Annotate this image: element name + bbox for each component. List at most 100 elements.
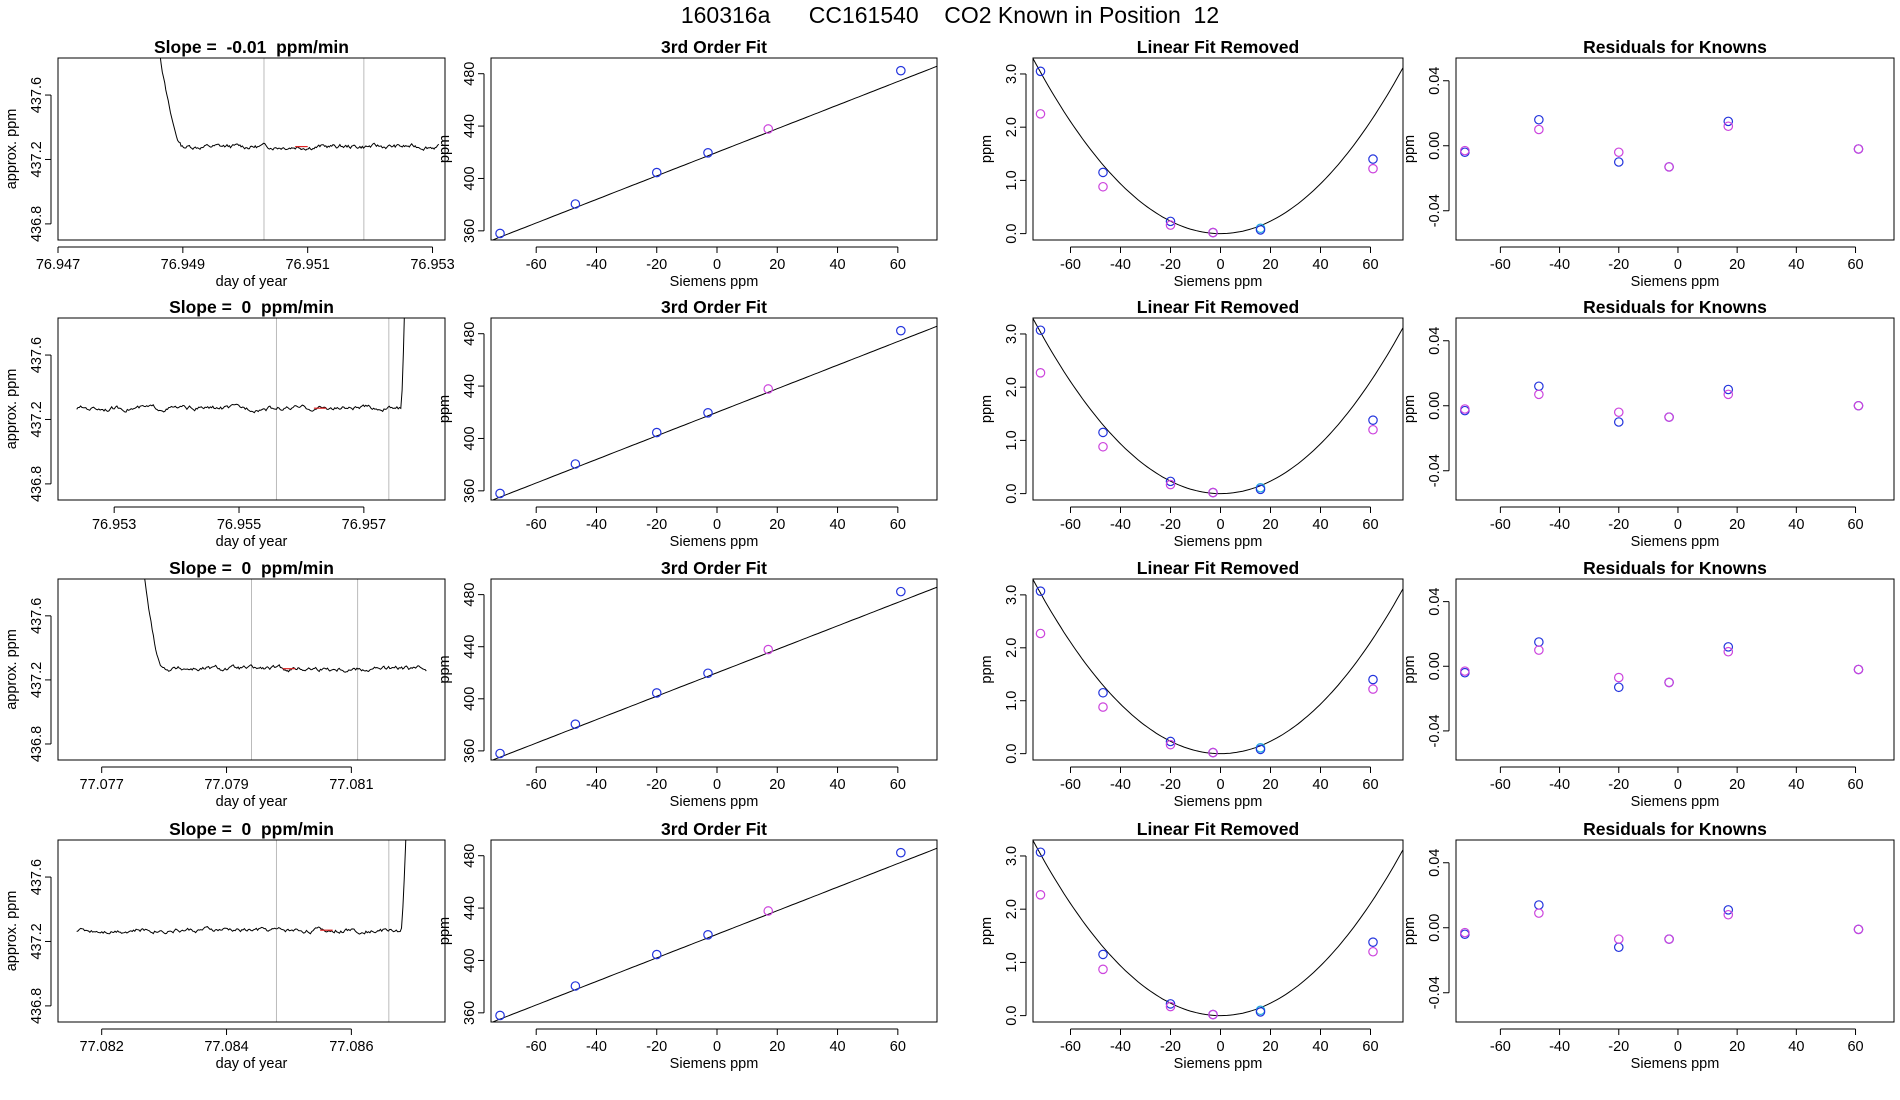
plot-frame — [1455, 578, 1895, 761]
data-point — [763, 124, 774, 134]
data-point — [1368, 154, 1378, 164]
x-tick-label: 0 — [1216, 517, 1224, 533]
panel-r1-c3: -60 -40 -20 0 20 40 60 Siemens ppm 0.0 1.0 2.0 3.0 p… — [979, 37, 1404, 290]
x-tick-label: 20 — [1262, 1039, 1278, 1055]
plot-frame — [1032, 317, 1404, 501]
panel-r4-c1: 77.082 77.084 77.086 day of year 436.8 437.2 4… — [4, 819, 446, 1072]
chart-title: Linear Fit Removed — [1137, 558, 1299, 578]
x-tick-label: -60 — [1490, 517, 1511, 533]
plot-frame — [57, 317, 446, 501]
y-tick-label: 437.2 — [29, 141, 45, 177]
chart-title: Slope = 0 ppm/min — [169, 297, 334, 317]
data-trace — [159, 58, 440, 152]
x-axis-label: Siemens ppm — [1631, 1056, 1720, 1072]
x-tick-label: -20 — [1608, 1039, 1629, 1055]
x-tick-label: 40 — [829, 1039, 845, 1055]
x-tick-label: -60 — [526, 777, 547, 793]
data-point — [1098, 687, 1108, 698]
y-tick-label: -0.04 — [1427, 714, 1443, 747]
x-axis-label: Siemens ppm — [670, 274, 759, 290]
x-tick-label: 40 — [1312, 517, 1328, 533]
x-tick-label: 60 — [890, 777, 906, 793]
fit-curve — [1033, 58, 1403, 235]
data-point — [1165, 479, 1176, 490]
y-tick-label: 437.6 — [29, 337, 45, 373]
y-axis-label: approx. ppm — [4, 629, 20, 710]
x-axis-label: Siemens ppm — [1174, 534, 1263, 550]
data-point — [1098, 949, 1108, 960]
y-tick-label: 440 — [462, 896, 478, 920]
panel-r3-c1: 77.077 77.079 77.081 day of year 436.8 437.2 4… — [4, 558, 446, 810]
x-tick-label: 0 — [1216, 1039, 1224, 1055]
panel-r3-c2: -60 -40 -20 0 20 40 60 Siemens ppm 360 400 440 480 p… — [437, 558, 938, 810]
x-tick-label: 60 — [1847, 1039, 1863, 1055]
panel-r1-c4: -60 -40 -20 0 20 40 60 Siemens ppm -0.04 0.00 0.04… — [1402, 37, 1895, 290]
x-tick-label: -40 — [1110, 257, 1131, 273]
x-axis-label: Siemens ppm — [1631, 534, 1720, 550]
y-tick-label: 360 — [462, 739, 478, 763]
y-tick-label: 360 — [462, 219, 478, 243]
x-tick-label: -60 — [1060, 777, 1081, 793]
data-point — [1723, 646, 1734, 657]
x-tick-label: 76.955 — [217, 517, 261, 533]
x-tick-label: -60 — [1060, 257, 1081, 273]
y-tick-label: 1.0 — [1004, 691, 1020, 711]
y-tick-label: 3.0 — [1004, 846, 1020, 866]
data-point — [1664, 162, 1674, 172]
data-point — [1613, 682, 1624, 693]
x-tick-label: -40 — [1110, 517, 1131, 533]
y-axis-label: ppm — [1402, 395, 1418, 423]
x-axis-label: Siemens ppm — [670, 1056, 759, 1072]
x-tick-label: 77.077 — [80, 777, 124, 793]
x-axis-label: Siemens ppm — [1174, 794, 1263, 810]
chart-title: Slope = 0 ppm/min — [169, 558, 334, 578]
fit-curve — [491, 586, 937, 760]
x-tick-label: 77.082 — [80, 1039, 124, 1055]
x-tick-label: 0 — [713, 1039, 721, 1055]
data-point — [1534, 637, 1544, 647]
y-axis-label: ppm — [437, 917, 453, 945]
y-axis-label: approx. ppm — [4, 891, 20, 972]
panel-r2-c2: -60 -40 -20 0 20 40 60 Siemens ppm 360 400 440 480 p… — [437, 297, 938, 550]
data-trace — [144, 579, 427, 673]
x-tick-label: -60 — [1060, 1039, 1081, 1055]
x-tick-label: -40 — [1549, 257, 1570, 273]
y-tick-label: 0.00 — [1427, 914, 1443, 942]
y-tick-label: 440 — [462, 374, 478, 398]
y-axis-label: ppm — [1402, 655, 1418, 683]
data-point — [495, 228, 505, 239]
data-point — [1035, 890, 1046, 900]
data-point — [1255, 484, 1266, 495]
chart-title: 3rd Order Fit — [661, 297, 767, 317]
y-tick-label: 440 — [462, 635, 478, 659]
data-point — [896, 586, 906, 597]
y-tick-label: -0.04 — [1427, 976, 1443, 1009]
chart-title: 3rd Order Fit — [661, 819, 767, 839]
panel-r3-c3: -60 -40 -20 0 20 40 60 Siemens ppm 0.0 1.0 2.0 3.0 p… — [979, 558, 1404, 810]
y-tick-label: 436.8 — [29, 466, 45, 502]
data-point — [1368, 424, 1378, 435]
y-axis-label: ppm — [1402, 917, 1418, 945]
x-tick-label: 20 — [1729, 257, 1745, 273]
x-axis-label: Siemens ppm — [1174, 1056, 1263, 1072]
data-point — [1613, 157, 1624, 167]
x-tick-label: 40 — [1788, 777, 1804, 793]
x-axis-label: day of year — [216, 274, 288, 290]
data-point — [1098, 181, 1108, 192]
x-tick-label: 76.947 — [36, 257, 80, 273]
data-point — [570, 459, 581, 469]
data-point — [1534, 900, 1544, 910]
data-point — [703, 407, 713, 418]
x-tick-label: -20 — [1608, 777, 1629, 793]
data-point — [1165, 216, 1176, 227]
data-point — [1613, 942, 1624, 953]
x-tick-label: 60 — [1847, 777, 1863, 793]
data-point — [1368, 937, 1378, 947]
page-title: 160316a CC161540 CO2 Known in Position 1… — [680, 2, 1220, 28]
y-tick-label: 3.0 — [1004, 324, 1020, 344]
y-tick-label: 400 — [462, 426, 478, 450]
data-point — [1098, 441, 1108, 452]
x-tick-label: -20 — [1608, 517, 1629, 533]
y-tick-label: 480 — [462, 583, 478, 607]
x-tick-label: 60 — [890, 1039, 906, 1055]
